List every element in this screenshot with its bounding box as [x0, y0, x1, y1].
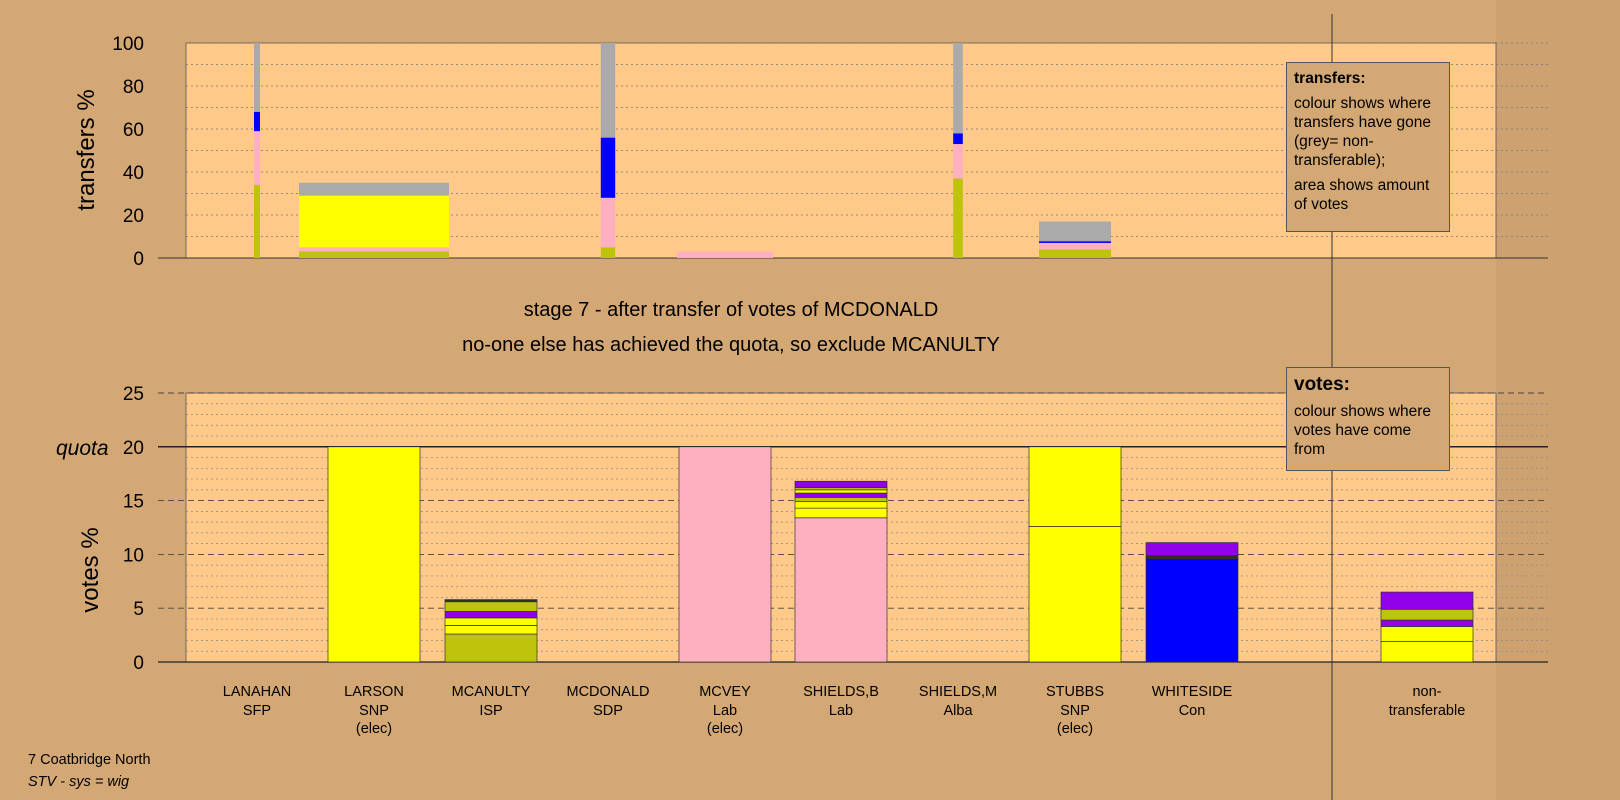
transfer-bar-segment — [1039, 249, 1111, 258]
vote-bar-segment — [444, 625, 538, 635]
vote-bar-segment — [444, 599, 538, 603]
candidate-party-label: Con — [1179, 703, 1206, 719]
right-margin-shade — [1496, 0, 1620, 800]
stage-subtitle: no-one else has achieved the quota, so e… — [462, 334, 1000, 356]
votes-y-tick: 0 — [133, 653, 144, 674]
vote-bar-segment — [444, 617, 538, 626]
vote-bar-segment — [1145, 542, 1239, 556]
votes-legend-text: colour shows where votes have come from — [1294, 403, 1431, 458]
votes-y-axis-label: votes % — [77, 527, 104, 612]
vote-bar-segment — [444, 611, 538, 619]
vote-bar-segment — [1380, 626, 1474, 642]
transfer-bar-segment — [1039, 241, 1111, 243]
nontransferable-label: transferable — [1389, 703, 1466, 719]
candidate-name-label: WHITESIDE — [1152, 684, 1233, 700]
votes-y-tick: 20 — [123, 438, 144, 459]
transfers-legend: transfers: colour shows where transfers … — [1286, 62, 1450, 232]
vote-bar-segment — [1145, 558, 1239, 663]
transfers-y-tick: 100 — [112, 34, 144, 55]
transfer-bar-segment — [254, 131, 260, 185]
candidate-name-label: STUBBS — [1046, 684, 1104, 700]
candidate-party-label: SNP — [359, 703, 389, 719]
candidate-party-label: Alba — [943, 703, 973, 719]
vote-bar-segment — [444, 601, 538, 612]
votes-y-tick: 5 — [133, 599, 144, 620]
vote-bar-segment — [1145, 555, 1239, 560]
transfer-bar-segment — [299, 251, 449, 258]
candidate-elected-label: (elec) — [356, 721, 392, 737]
candidate-name-label: SHIELDS,B — [803, 684, 879, 700]
vote-bar-segment — [1380, 591, 1474, 610]
transfer-bar-segment — [600, 197, 616, 248]
transfer-bar-segment — [299, 195, 449, 248]
quota-label: quota — [56, 437, 109, 460]
vote-bar-segment — [794, 517, 888, 663]
candidate-name-label: MCANULTY — [452, 684, 531, 700]
transfers-legend-text-1: colour shows where transfers have gone (… — [1294, 95, 1432, 169]
transfer-bar-segment — [600, 137, 616, 198]
candidate-elected-label: (elec) — [1057, 721, 1093, 737]
transfers-y-tick: 40 — [123, 163, 144, 184]
transfers-y-tick: 80 — [123, 77, 144, 98]
candidate-party-label: Lab — [713, 703, 737, 719]
candidate-party-label: SDP — [593, 703, 623, 719]
vote-bar-segment — [678, 446, 772, 663]
votes-legend: votes: colour shows where votes have com… — [1286, 367, 1450, 471]
candidate-party-label: SFP — [243, 703, 271, 719]
vote-bar-segment — [1028, 446, 1122, 527]
votes-y-tick: 15 — [123, 492, 144, 513]
vote-bar-segment — [327, 446, 421, 663]
candidate-name-label: MCDONALD — [567, 684, 650, 700]
candidate-elected-label: (elec) — [707, 721, 743, 737]
transfers-y-tick: 0 — [133, 249, 144, 270]
candidate-name-label: MCVEY — [699, 684, 751, 700]
vote-bar-segment — [794, 501, 888, 509]
votes-y-tick: 10 — [123, 545, 144, 566]
transfer-bar-segment — [299, 182, 449, 196]
transfer-bar-segment — [677, 251, 773, 258]
transfer-bar-segment — [254, 43, 260, 112]
transfer-bar-segment — [600, 247, 616, 258]
transfers-y-tick: 20 — [123, 206, 144, 227]
transfer-bar-segment — [953, 43, 963, 134]
votes-legend-title: votes: — [1294, 374, 1350, 395]
candidate-party-label: ISP — [479, 703, 502, 719]
vote-bar-segment — [1380, 608, 1474, 621]
transfer-bar-segment — [953, 133, 963, 145]
transfer-bar-segment — [1039, 242, 1111, 250]
transfer-bar-segment — [299, 247, 449, 252]
vote-bar-segment — [444, 633, 538, 663]
vote-bar-segment — [1028, 526, 1122, 663]
candidate-name-label: LARSON — [344, 684, 404, 700]
vote-bar-segment — [794, 497, 888, 503]
transfers-y-tick: 60 — [123, 120, 144, 141]
transfer-bar-segment — [953, 144, 963, 179]
votes-y-tick: 25 — [123, 384, 144, 405]
stage-title: stage 7 - after transfer of votes of MCD… — [523, 299, 939, 321]
vote-bar-segment — [1380, 619, 1474, 627]
candidate-name-label: LANAHAN — [223, 684, 292, 700]
transfer-bar-segment — [254, 111, 260, 132]
transfers-legend-text-2: area shows amount of votes — [1294, 177, 1430, 213]
transfers-legend-title: transfers: — [1294, 70, 1366, 87]
transfer-bar-segment — [1039, 240, 1111, 242]
system-label: STV - sys = wig — [28, 774, 130, 790]
transfers-y-axis-label: transfers % — [73, 89, 100, 210]
transfer-bar-segment — [600, 43, 616, 138]
vote-bar-segment — [794, 492, 888, 498]
vote-bar-segment — [794, 489, 888, 494]
transfer-bar-segment — [254, 184, 260, 258]
transfer-bar-segment — [1039, 221, 1111, 241]
vote-bar-segment — [794, 480, 888, 489]
vote-bar-segment — [794, 507, 888, 519]
constituency-label: 7 Coatbridge North — [28, 752, 151, 768]
candidate-name-label: SHIELDS,M — [919, 684, 997, 700]
nontransferable-label: non- — [1412, 684, 1441, 700]
transfer-bar-segment — [953, 178, 963, 258]
candidate-party-label: Lab — [829, 703, 853, 719]
vote-bar-segment — [1380, 641, 1474, 663]
candidate-party-label: SNP — [1060, 703, 1090, 719]
